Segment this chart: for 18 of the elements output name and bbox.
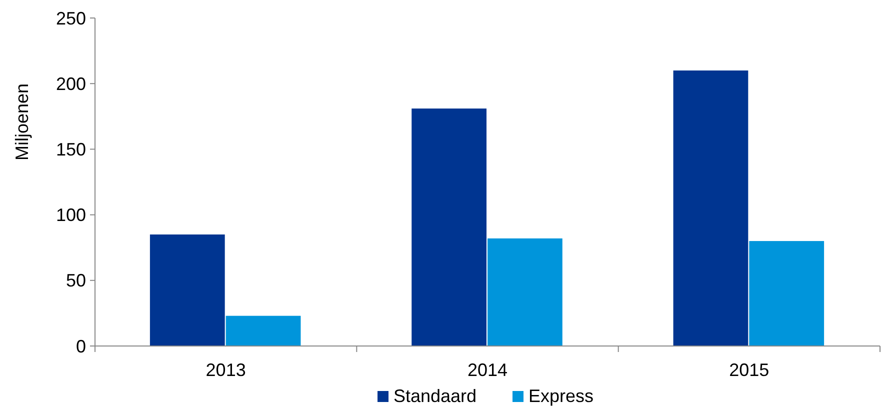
bar [226,316,301,346]
bar [749,241,824,346]
y-tick-label: 150 [56,140,86,160]
x-tick-label: 2015 [729,360,770,380]
x-tick-label: 2013 [206,360,246,380]
bar [488,238,562,346]
y-tick-label: 0 [76,336,86,356]
legend-label: Standaard [394,386,477,406]
bar [150,234,225,346]
x-tick-label: 2014 [467,360,508,380]
bar [673,70,748,346]
legend-label: Express [528,386,594,406]
y-tick-label: 50 [66,270,86,291]
y-tick-label: 200 [56,74,86,94]
bar [412,108,486,346]
y-axis-title: Miljoenen [12,83,32,161]
y-tick-label: 250 [56,8,86,28]
y-tick-label: 100 [56,205,86,226]
